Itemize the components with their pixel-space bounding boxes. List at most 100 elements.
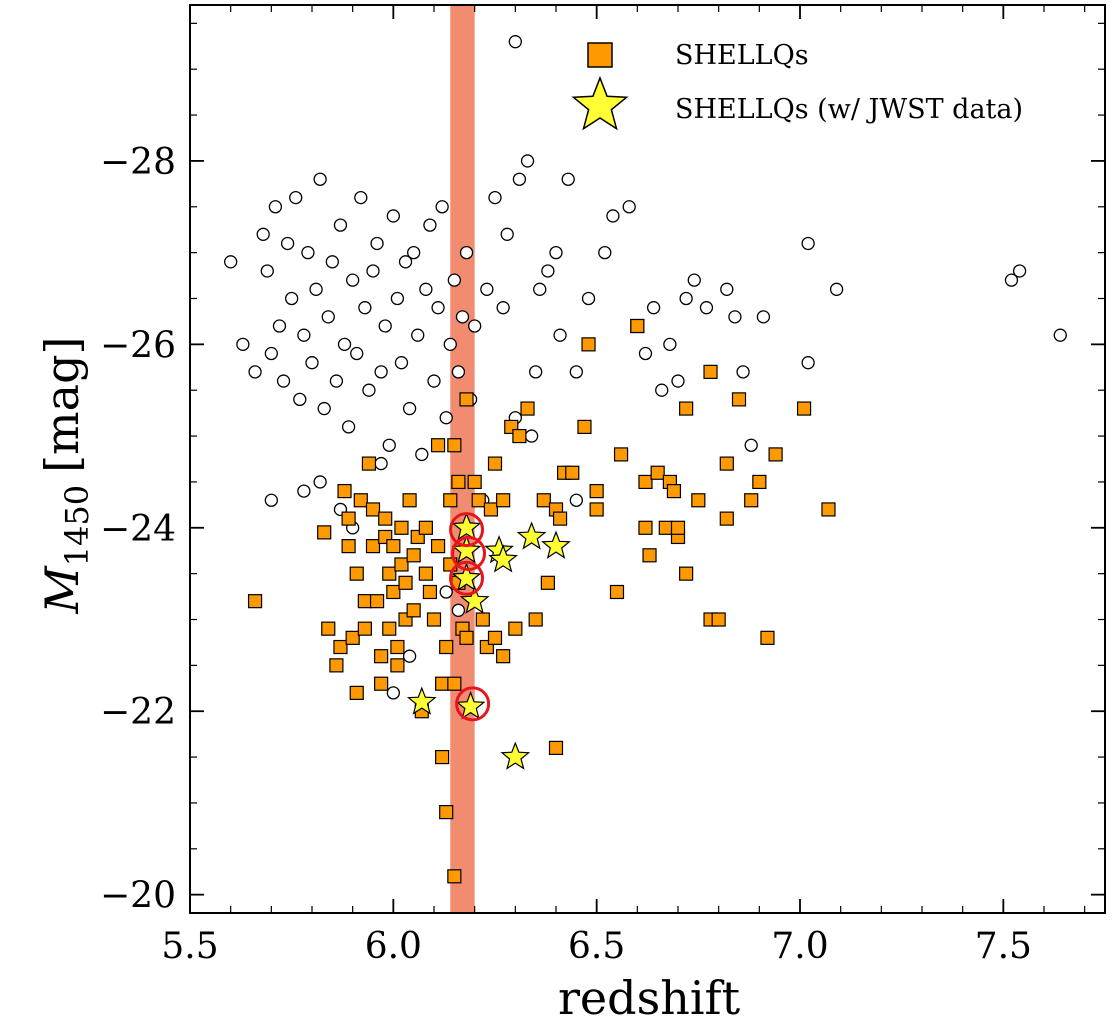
jwst-star-point — [451, 535, 482, 564]
shellqs-point — [752, 474, 767, 490]
shellqs-point — [731, 392, 747, 407]
shellqs-point — [821, 502, 836, 517]
jwst-star-point — [406, 686, 437, 715]
shellqs-point — [711, 612, 726, 627]
quasar-point — [248, 365, 262, 379]
shellqs-point — [459, 392, 474, 407]
shellqs-point — [361, 456, 377, 471]
quasar-point — [756, 310, 771, 324]
quasar-point — [407, 245, 421, 260]
quasar-point — [679, 291, 693, 306]
quasar-point — [394, 356, 409, 370]
jwst-star-point — [500, 741, 531, 770]
shellqs-point — [589, 484, 604, 499]
shellqs-point — [386, 539, 401, 554]
shellqs-point — [374, 676, 389, 691]
highlight-ring — [451, 535, 487, 571]
y-tick-label: −28 — [100, 142, 176, 183]
quasar-point — [419, 282, 433, 296]
quasar-point — [598, 245, 612, 260]
quasar-point — [488, 190, 502, 205]
quasar-point — [285, 291, 299, 306]
shellqs-point — [577, 419, 592, 434]
shellqs-point — [435, 749, 450, 765]
legend-label-shellqs: SHELLQs — [675, 40, 809, 71]
y-axis-label: M1450 [mag] — [35, 337, 96, 615]
legend: SHELLQs SHELLQs (w/ JWST data) — [571, 40, 1023, 131]
quasar-point — [427, 374, 441, 388]
shellqs-point — [386, 584, 401, 600]
shellqs-point — [496, 493, 511, 508]
shellqs-point — [744, 493, 759, 508]
shellqs-point — [406, 548, 421, 563]
shellqs-point — [459, 630, 474, 645]
shellqs-point — [540, 575, 555, 590]
jwst-star-point — [541, 530, 571, 559]
quasar-point — [1012, 264, 1027, 278]
shellqs-point — [471, 493, 486, 508]
shellqs-point — [378, 511, 393, 526]
quasar-point — [435, 200, 449, 214]
shellqs-point — [528, 612, 543, 627]
shellqs-point — [666, 484, 682, 499]
quasar-point — [346, 273, 360, 287]
shellqs-point — [451, 474, 466, 490]
shellqs-point — [512, 428, 527, 444]
shellqs-point — [357, 594, 372, 609]
shellqs-point — [520, 401, 535, 416]
quasar-point — [317, 401, 331, 416]
shellqs-point — [247, 594, 263, 609]
shellqs-point — [589, 502, 604, 517]
quasar-point — [268, 200, 283, 214]
quasar-point — [293, 392, 307, 407]
shellqs-point — [796, 401, 812, 416]
shellqs-point — [638, 474, 653, 490]
legend-label-jwst: SHELLQs (w/ JWST data) — [675, 94, 1023, 125]
shellqs-point — [349, 685, 364, 700]
quasar-point — [829, 282, 844, 296]
shellqs-point — [719, 456, 734, 471]
x-tick-label: 6.0 — [365, 926, 422, 967]
shellqs-point — [670, 520, 686, 535]
shellqs-point — [609, 584, 625, 600]
shellqs-point — [613, 447, 629, 462]
jwst-star-point — [451, 512, 482, 541]
x-tick-label: 6.5 — [568, 926, 625, 967]
shellqs-point — [719, 511, 734, 526]
shellqs-point — [552, 511, 568, 526]
quasar-point — [301, 245, 315, 260]
y-axis-label-unit: [mag] — [35, 337, 89, 473]
shellqs-point — [768, 447, 783, 462]
quasar-point — [313, 475, 327, 489]
shellqs-point — [321, 621, 336, 636]
quasar-point — [1053, 328, 1067, 342]
quasar-point — [289, 190, 303, 205]
quasar-point — [382, 438, 396, 452]
quasar-point — [655, 383, 669, 397]
y-axis-label-symbol: M — [35, 564, 89, 614]
quasar-point — [256, 227, 270, 241]
shellqs-point — [394, 557, 409, 572]
quasar-point — [350, 346, 364, 361]
quasar-point — [386, 209, 400, 223]
shellqs-point — [365, 539, 381, 554]
shellqs-point — [317, 525, 332, 540]
shellqs-point — [548, 740, 564, 756]
quasar-point — [431, 301, 445, 315]
quasar-point — [386, 686, 400, 700]
shellqs-point — [496, 649, 511, 664]
quasar-point — [801, 356, 815, 370]
quasar-point — [443, 337, 457, 352]
legend-star-marker — [571, 75, 629, 131]
quasar-point — [801, 236, 815, 251]
shellqs-point — [374, 649, 389, 664]
shellqs-point — [487, 630, 503, 645]
quasar-point — [264, 346, 278, 361]
quasar-point — [370, 236, 384, 251]
shellqs-point — [337, 484, 352, 499]
quasar-point — [646, 301, 661, 315]
axes-frame-rect — [189, 4, 1106, 914]
quasar-point — [553, 328, 567, 342]
quasar-point — [468, 319, 482, 333]
quasar-point — [533, 282, 547, 296]
